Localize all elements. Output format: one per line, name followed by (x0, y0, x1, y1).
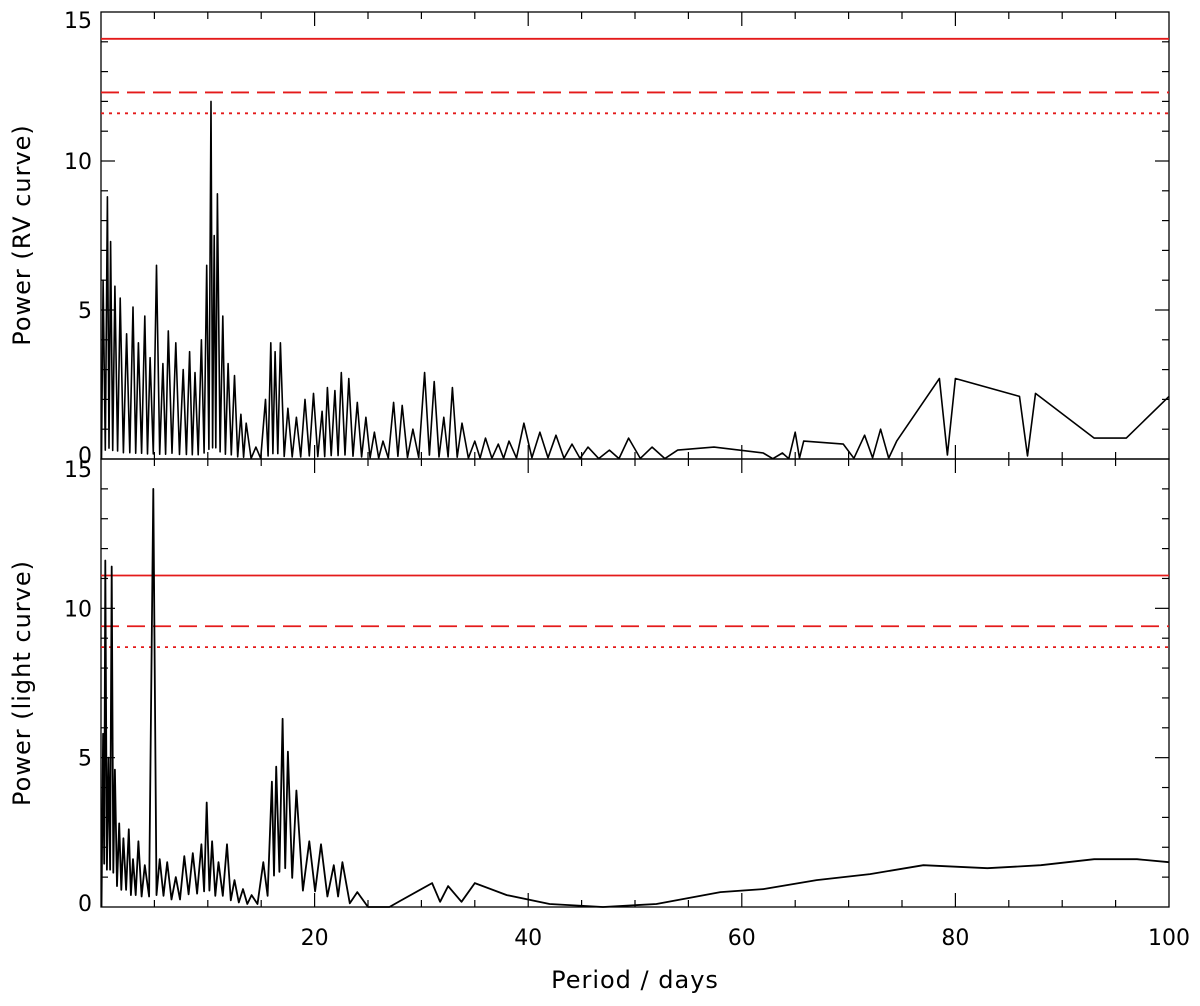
top-panel-frame (100, 11, 1170, 460)
rv-periodogram-line (100, 100, 1170, 460)
y-tick-label: 10 (64, 597, 92, 622)
bottom-panel-frame (100, 458, 1170, 908)
top-y-axis-label: Power (RV curve) (8, 124, 36, 346)
x-axis-label: Period / days (551, 966, 719, 994)
x-tick-labels: 20 40 60 80 100 (301, 926, 1190, 951)
top-panel-y-tick-labels: 0 5 10 15 (64, 9, 92, 469)
light-curve-periodogram-line (100, 488, 1170, 908)
bottom-panel-ticks (101, 459, 1169, 907)
bottom-panel-thresholds (101, 574, 1169, 649)
bottom-panel-y-tick-labels: 0 5 10 15 (64, 458, 92, 917)
y-tick-label: 0 (78, 444, 92, 469)
y-tick-label: 0 (78, 892, 92, 917)
x-tick-label: 40 (514, 926, 542, 951)
y-tick-label: 15 (64, 9, 92, 34)
bottom-y-axis-label: Power (light curve) (8, 560, 36, 806)
y-tick-label: 15 (64, 458, 92, 483)
y-tick-label: 5 (78, 747, 92, 772)
x-tick-label: 80 (941, 926, 969, 951)
top-panel-thresholds (101, 37, 1169, 115)
x-tick-label: 100 (1148, 926, 1190, 951)
x-tick-label: 60 (728, 926, 756, 951)
x-tick-label: 20 (301, 926, 329, 951)
y-tick-label: 5 (78, 299, 92, 324)
top-panel-ticks (101, 12, 1169, 459)
y-tick-label: 10 (64, 150, 92, 175)
